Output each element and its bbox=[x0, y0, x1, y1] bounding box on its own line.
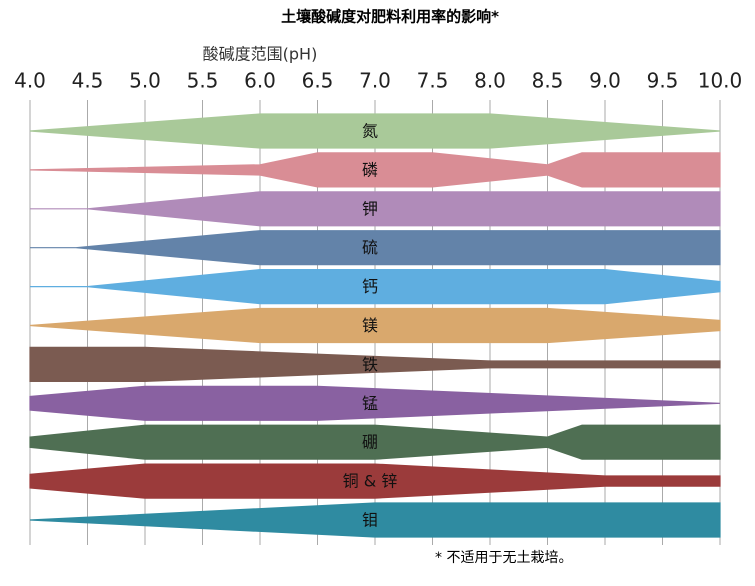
band-label: 钾 bbox=[362, 199, 378, 218]
x-tick-label: 9.0 bbox=[589, 69, 621, 93]
band bbox=[30, 230, 721, 266]
x-tick-label: 6.5 bbox=[302, 69, 334, 93]
x-tick-label: 4.5 bbox=[72, 69, 104, 93]
footnote: * 不适用于无土栽培。 bbox=[435, 550, 572, 566]
band bbox=[30, 269, 721, 305]
band bbox=[29, 346, 721, 382]
band-label: 铁 bbox=[362, 355, 378, 374]
band-label: 铜 & 锌 bbox=[343, 472, 398, 491]
band bbox=[30, 191, 721, 227]
band-label: 硼 bbox=[362, 433, 378, 452]
x-tick-label: 9.5 bbox=[647, 69, 679, 93]
chart-title: 土壤酸碱度对肥料利用率的影响* bbox=[281, 8, 499, 26]
x-tick-label: 8.5 bbox=[532, 69, 564, 93]
band-label: 钙 bbox=[362, 277, 378, 296]
band bbox=[29, 113, 721, 149]
band bbox=[29, 385, 721, 421]
band-label: 钼 bbox=[362, 511, 378, 530]
x-tick-label: 7.5 bbox=[417, 69, 449, 93]
band bbox=[29, 502, 721, 538]
band-label: 磷 bbox=[362, 160, 378, 179]
x-tick-label: 10.0 bbox=[698, 69, 743, 93]
x-tick-label: 4.0 bbox=[14, 69, 46, 93]
band bbox=[29, 152, 721, 188]
band-label: 氮 bbox=[362, 122, 378, 141]
x-tick-label: 5.0 bbox=[129, 69, 161, 93]
band-label: 镁 bbox=[362, 316, 378, 335]
band-label: 硫 bbox=[362, 238, 378, 257]
band bbox=[29, 307, 721, 344]
band bbox=[29, 463, 721, 499]
x-tick-label: 6.0 bbox=[244, 69, 276, 93]
x-tick-label: 5.5 bbox=[187, 69, 219, 93]
x-tick-label: 8.0 bbox=[474, 69, 506, 93]
band bbox=[29, 424, 721, 460]
x-axis-label: 酸碱度范围(pH) bbox=[203, 45, 318, 64]
band-label: 锰 bbox=[362, 394, 378, 413]
x-tick-label: 7.0 bbox=[359, 69, 391, 93]
